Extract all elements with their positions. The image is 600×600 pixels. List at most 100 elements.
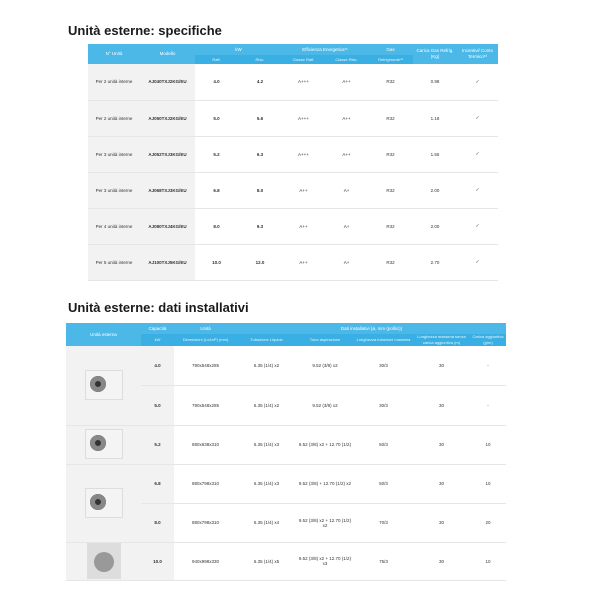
inst-cell: 880x638x310	[174, 425, 237, 465]
inst-cell: 30/3	[354, 385, 413, 426]
inst-cell: 10	[470, 425, 507, 465]
inst-cell: 9.52 (3/8) x2 + 12.70 (1/2)	[296, 425, 354, 465]
spec-cell: R32	[368, 208, 414, 245]
inst-cell: 790x548x285	[174, 385, 237, 426]
spec-cell: Per 3 unità interne	[88, 172, 140, 209]
outdoor-unit-image	[66, 346, 141, 426]
inst-cell: 4.0	[141, 346, 174, 386]
inst-cell: 880x798x310	[174, 464, 237, 504]
th-cap: Capacità	[141, 323, 174, 334]
inst-cell: -	[470, 385, 507, 426]
outdoor-unit-image	[66, 464, 141, 543]
spec-row: Per 3 unità interne AJ068TXJ3KG/EU 6.8 8.0 A…	[88, 172, 499, 209]
spec-cell: ✓	[457, 208, 499, 245]
spec-cell: A+	[325, 244, 369, 281]
spec-cell: 4.0	[195, 64, 238, 101]
inst-cell: 30	[413, 464, 470, 504]
inst-cell: 6.35 (1/4) x2	[237, 385, 296, 426]
spec-cell: 12.0	[238, 244, 282, 281]
inst-cell: 30	[413, 385, 470, 426]
spec-cell: A+++	[282, 136, 325, 173]
spec-table: N° Unità Modello kW Efficienza Energetica*¹…	[88, 44, 499, 281]
spec-cell: 1.18	[413, 100, 458, 137]
spec-cell: R32	[368, 100, 414, 137]
th-risc: Risc.	[238, 55, 282, 64]
spec-cell: A++	[325, 100, 369, 137]
inst-cell: 30	[413, 346, 470, 386]
inst-row: 5.0 790x548x285 6.35 (1/4) x2 9.52 (3/8) x2…	[66, 385, 507, 426]
spec-cell: 0.98	[413, 64, 458, 101]
spec-row: Per 5 unità interne AJ100TXJ5KG/EU 10.0 12.…	[88, 244, 499, 281]
outdoor-unit-image	[66, 425, 141, 465]
spec-cell: A++	[282, 244, 325, 281]
inst-row: 10.0 940x998x330 6.35 (1/4) x5 9.52 (3/8) x…	[66, 542, 507, 581]
spec-cell: 2.00	[413, 208, 458, 245]
spec-cell: 5.2	[195, 136, 238, 173]
th-unita-esterna: Unità esterna	[66, 323, 141, 346]
inst-row: 8.0 880x798x310 6.35 (1/4) x4 9.52 (3/8) x2…	[66, 503, 507, 543]
spec-cell: 8.0	[195, 208, 238, 245]
th-raff: Raff.	[195, 55, 238, 64]
spec-cell: Per 2 unità interne	[88, 64, 140, 101]
inst-cell: 10	[470, 464, 507, 504]
inst-cell: 30	[413, 425, 470, 465]
inst-cell: 9.52 (3/8) x2	[296, 346, 354, 386]
spec-cell: 6.8	[195, 172, 238, 209]
spec-cell: A+	[325, 208, 369, 245]
th-unita: N° Unità	[88, 44, 140, 64]
spec-cell: A+++	[282, 64, 325, 101]
inst-row: 5.2 880x638x310 6.35 (1/4) x3 9.52 (3/8) x2…	[66, 425, 507, 465]
inst-cell: 9.52 (3/8) x2 + 12.70 (1/2) x3	[296, 542, 354, 581]
spec-cell: 10.0	[195, 244, 238, 281]
spec-cell: Per 2 unità interne	[88, 100, 140, 137]
outdoor-unit-icon	[86, 542, 121, 579]
spec-cell: R32	[368, 64, 414, 101]
th-modello: Modello	[140, 44, 195, 64]
th-liq: Tubazione Liquido	[237, 334, 296, 346]
spec-cell: R32	[368, 244, 414, 281]
th-lung: Lunghezza tubazioni massima	[354, 334, 413, 346]
th-car: Carica aggiuntiva (g/m)	[470, 334, 507, 346]
outdoor-unit-image	[66, 542, 141, 581]
th-lung2: Lunghezza massima senza carica aggiuntiv…	[413, 334, 470, 346]
inst-cell: 20	[470, 503, 507, 543]
spec-title: Unità esterne: specifiche	[68, 23, 222, 38]
inst-cell: 10	[470, 542, 507, 581]
spec-cell: 1.55	[413, 136, 458, 173]
th-cap-sub: kW	[141, 334, 174, 346]
spec-cell: A++	[325, 136, 369, 173]
outdoor-unit-icon	[84, 487, 123, 518]
spec-cell: ✓	[457, 100, 499, 137]
spec-cell: AJ080TXJ4KG/EU	[140, 208, 195, 245]
spec-cell: 2.70	[413, 244, 458, 281]
inst-cell: 9.52 (3/8) x2	[296, 385, 354, 426]
spec-cell: 5.6	[238, 100, 282, 137]
spec-cell: 5.0	[195, 100, 238, 137]
spec-cell: 9.3	[238, 208, 282, 245]
inst-cell: 6.35 (1/4) x5	[237, 542, 296, 581]
inst-cell: 5.2	[141, 425, 174, 465]
th-eff-raff: Classe Raff.	[282, 55, 325, 64]
spec-cell: R32	[368, 172, 414, 209]
th-dati: Dati installativi (ø, mm (pollici))	[237, 323, 507, 334]
inst-cell: 6.8	[141, 464, 174, 504]
spec-cell: A++	[282, 208, 325, 245]
spec-row: Per 4 unità interne AJ080TXJ4KG/EU 8.0 9.3 A…	[88, 208, 499, 245]
inst-cell: 75/3	[354, 542, 413, 581]
inst-cell: 70/3	[354, 503, 413, 543]
inst-cell: 9.52 (3/8) + 12.70 (1/2) x2	[296, 464, 354, 504]
inst-cell: 6.35 (1/4) x4	[237, 503, 296, 543]
inst-cell: 30	[413, 542, 470, 581]
spec-cell: Per 4 unità interne	[88, 208, 140, 245]
spec-cell: A++	[282, 172, 325, 209]
inst-title: Unità esterne: dati installativi	[68, 300, 249, 315]
spec-cell: AJ040TXJ2KG/EU	[140, 64, 195, 101]
inst-cell: 30	[413, 503, 470, 543]
inst-cell: 790x548x285	[174, 346, 237, 386]
th-gas: Gas	[368, 44, 414, 55]
inst-cell: 6.35 (1/4) x3	[237, 464, 296, 504]
spec-cell: AJ068TXJ3KG/EU	[140, 172, 195, 209]
spec-cell: R32	[368, 136, 414, 173]
spec-row: Per 2 unità interne AJ050TXJ2KG/EU 5.0 5.6 A…	[88, 100, 499, 137]
